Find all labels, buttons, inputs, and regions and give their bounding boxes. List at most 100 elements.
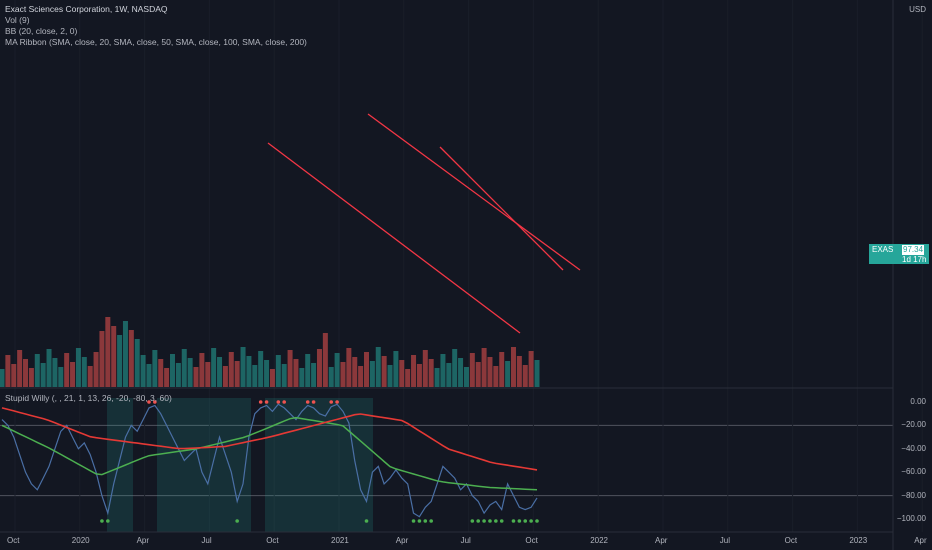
time-label: 2020 (71, 536, 90, 545)
trend-lines[interactable] (267, 113, 581, 334)
oversold-dot (482, 519, 486, 523)
time-label: Apr (655, 536, 668, 545)
last-price: 97.34 (902, 245, 925, 255)
volume-bar (111, 326, 117, 387)
osc-tick-label: −80.00 (901, 490, 926, 500)
volume-bar (23, 359, 29, 387)
volume-bar (17, 350, 23, 387)
oversold-dot (488, 519, 492, 523)
oversold-dot (535, 519, 539, 523)
chart-legend: Exact Sciences Corporation, 1W, NASDAQ V… (5, 4, 307, 48)
volume-bar (452, 349, 458, 387)
volume-bar (510, 347, 516, 387)
oscillator-zones (107, 398, 373, 532)
volume-bar (505, 361, 511, 387)
volume-bar (128, 330, 134, 387)
signal-green-line (1, 416, 538, 491)
oscillator-zone (157, 398, 251, 532)
volume-bar (181, 349, 187, 387)
overbought-dot (311, 400, 316, 404)
time-label: Apr (136, 536, 150, 545)
time-label: Jul (719, 536, 731, 545)
oversold-dot (523, 519, 528, 523)
volume-bar (481, 348, 487, 387)
volume-bar (534, 360, 540, 387)
legend-oscillator[interactable]: Stupid Willy (, , 21, 1, 13, 26, -20, -8… (5, 393, 172, 403)
volume-bar (299, 368, 305, 387)
legend-bb[interactable]: BB (20, close, 2, 0) (5, 26, 78, 36)
oversold-dot (470, 519, 475, 523)
volume-bar (75, 348, 81, 387)
grid-lines (0, 424, 893, 497)
volume-bar (275, 355, 281, 387)
volume-bars (0, 317, 540, 387)
volume-bar (252, 365, 258, 387)
oversold-dot (494, 519, 498, 523)
volume-bar (463, 367, 469, 387)
ticker-symbol: EXAS (872, 245, 894, 254)
oversold-dot (100, 519, 104, 523)
volume-bar (387, 365, 393, 387)
time-label: Oct (266, 536, 279, 545)
time-label: Apr (395, 536, 409, 545)
overbought-dot (329, 400, 334, 404)
volume-bar (234, 361, 240, 387)
bar-countdown: 1d 17h (902, 255, 927, 264)
oscillator-zone (265, 398, 373, 532)
volume-bar (93, 352, 99, 387)
volume-bar (105, 317, 111, 387)
volume-bar (117, 335, 123, 387)
volume-bar (499, 352, 505, 387)
volume-bar (393, 351, 399, 387)
volume-bar (70, 362, 76, 387)
volume-bar (269, 369, 275, 387)
symbol-title[interactable]: Exact Sciences Corporation, 1W, NASDAQ (5, 4, 168, 14)
volume-bar (34, 354, 40, 387)
volume-bar (428, 359, 434, 387)
overbought-dot (305, 400, 310, 404)
volume-bar (240, 347, 246, 387)
volume-bar (311, 363, 317, 387)
trend-line (267, 142, 521, 334)
osc-tick-label: −20.00 (901, 420, 926, 430)
volume-bar (340, 362, 346, 387)
volume-bar (434, 368, 440, 387)
willy-line (1, 403, 538, 518)
legend-ma-ribbon[interactable]: MA Ribbon (SMA, close, 20, SMA, close, 5… (5, 37, 307, 47)
volume-bar (264, 360, 270, 387)
volume-bar (122, 321, 128, 387)
volume-bar (222, 366, 228, 387)
volume-bar (411, 355, 417, 387)
oversold-dot (417, 519, 422, 523)
volume-bar (152, 350, 158, 387)
trend-line (367, 113, 581, 271)
volume-bar (399, 360, 405, 387)
volume-bar (405, 369, 411, 387)
oversold-dot (106, 519, 110, 523)
currency-label: USD (909, 5, 926, 14)
volume-bar (246, 356, 252, 387)
volume-bar (158, 359, 164, 387)
volume-bar (99, 331, 105, 387)
volume-bar (375, 347, 381, 387)
legend-vol[interactable]: Vol (9) (5, 15, 30, 25)
time-label: 2021 (331, 536, 349, 545)
volume-bar (358, 366, 364, 387)
oscillator-zone (107, 398, 133, 532)
volume-bar (228, 352, 234, 387)
volume-bar (475, 362, 481, 387)
volume-bar (199, 353, 205, 387)
volume-bar (81, 357, 87, 387)
volume-bar (334, 353, 340, 387)
oversold-dot (429, 519, 433, 523)
volume-bar (5, 355, 11, 387)
oversold-dot (476, 519, 481, 523)
volume-bar (469, 353, 475, 387)
osc-tick-label: −40.00 (901, 443, 926, 453)
time-label: Oct (784, 536, 798, 545)
oversold-dot (235, 519, 239, 523)
signal-red-line (1, 407, 538, 471)
overbought-dot (153, 400, 157, 404)
